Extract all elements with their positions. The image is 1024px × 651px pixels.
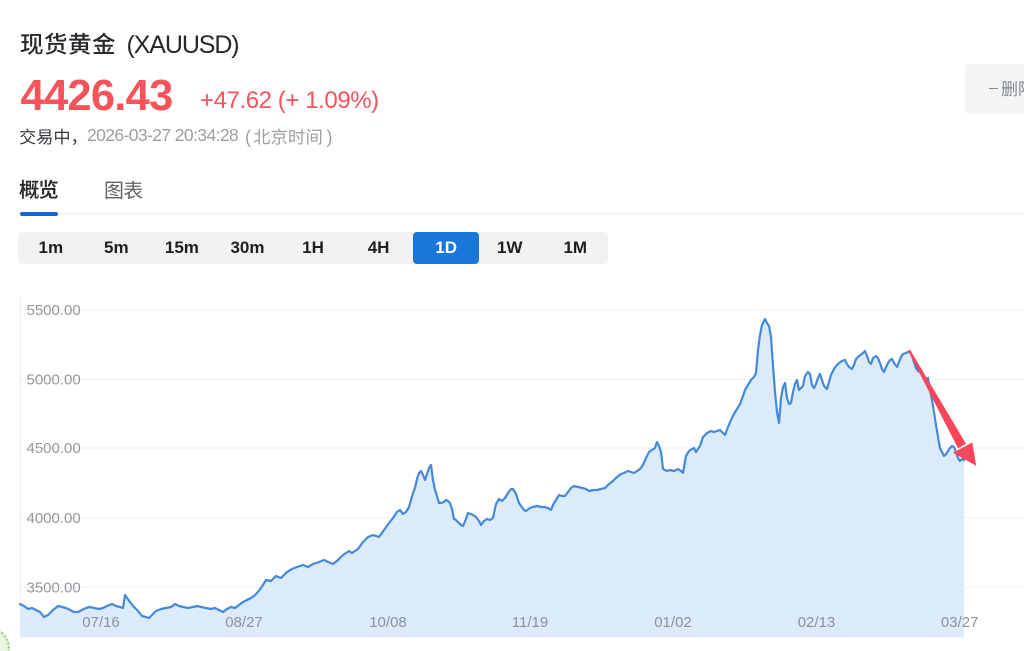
svg-text:07/16: 07/16	[82, 614, 120, 631]
svg-text:5000.00: 5000.00	[27, 372, 81, 389]
svg-text:02/13: 02/13	[798, 614, 836, 631]
svg-text:5500.00: 5500.00	[27, 302, 81, 319]
svg-text:08/27: 08/27	[225, 614, 263, 631]
svg-text:10/08: 10/08	[369, 614, 407, 631]
svg-text:4500.00: 4500.00	[27, 440, 81, 457]
svg-text:03/27: 03/27	[941, 614, 979, 631]
svg-text:3500.00: 3500.00	[27, 579, 81, 596]
svg-text:01/02: 01/02	[654, 614, 692, 631]
svg-text:4000.00: 4000.00	[27, 510, 81, 527]
svg-text:11/19: 11/19	[512, 614, 548, 631]
